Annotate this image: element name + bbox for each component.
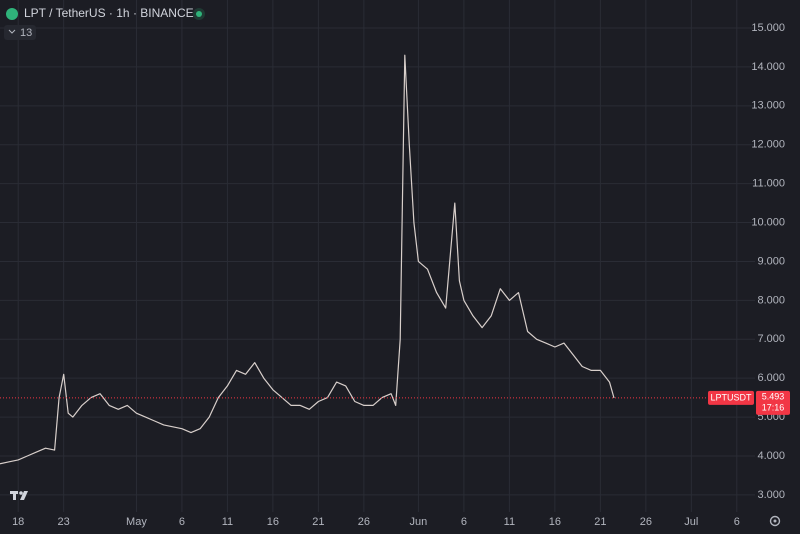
price-line <box>0 54 615 465</box>
price-tag <box>756 390 790 415</box>
x-tick-label: 16 <box>549 516 561 528</box>
x-tick-label: 16 <box>267 516 279 528</box>
y-tick-label: 11.000 <box>752 178 785 190</box>
y-tick-label: 9.000 <box>757 255 785 267</box>
countdown-label: 17:16 <box>762 402 785 412</box>
x-tick-label: 21 <box>312 516 324 528</box>
x-tick-label: 6 <box>461 516 467 528</box>
x-tick-label: 21 <box>594 516 606 528</box>
y-tick-label: 3.000 <box>757 489 785 501</box>
x-tick-label: 11 <box>504 516 515 528</box>
x-tick-label: 26 <box>640 516 652 528</box>
indicator-badge[interactable] <box>4 25 36 40</box>
last-price-label: 5.493 <box>762 391 785 401</box>
settings-icon[interactable] <box>769 515 781 527</box>
chevron <box>8 29 16 34</box>
x-tick-label: 18 <box>12 516 24 528</box>
status-dot <box>196 11 202 17</box>
y-tick-label: 12.000 <box>751 139 785 151</box>
x-tick-label: 11 <box>222 516 233 528</box>
x-tick-label: 6 <box>734 516 740 528</box>
x-tick-label: Jun <box>410 516 428 528</box>
chart-title: LPT / TetherUS · 1h · BINANCE <box>24 6 194 20</box>
symbol-tag <box>708 390 754 405</box>
x-tick-label: 26 <box>358 516 370 528</box>
y-tick-label: 13.000 <box>751 100 785 112</box>
y-tick-label: 8.000 <box>757 294 785 306</box>
indicator-count: 13 <box>20 27 32 39</box>
y-tick-label: 15.000 <box>751 22 785 34</box>
x-tick-label: Jul <box>684 516 698 528</box>
x-tick-label: 23 <box>58 516 70 528</box>
y-tick-label: 14.000 <box>751 61 785 73</box>
y-tick-label: 6.000 <box>757 372 785 384</box>
y-tick-label: 7.000 <box>757 333 785 345</box>
x-tick-label: May <box>126 516 147 528</box>
x-tick-label: 6 <box>179 516 185 528</box>
y-tick-label: 4.000 <box>757 450 785 462</box>
symbol-label: LPTUSDT <box>710 392 752 402</box>
symbol-icon <box>6 8 18 20</box>
tv-logo <box>10 491 28 500</box>
y-tick-label: 10.000 <box>751 216 785 228</box>
